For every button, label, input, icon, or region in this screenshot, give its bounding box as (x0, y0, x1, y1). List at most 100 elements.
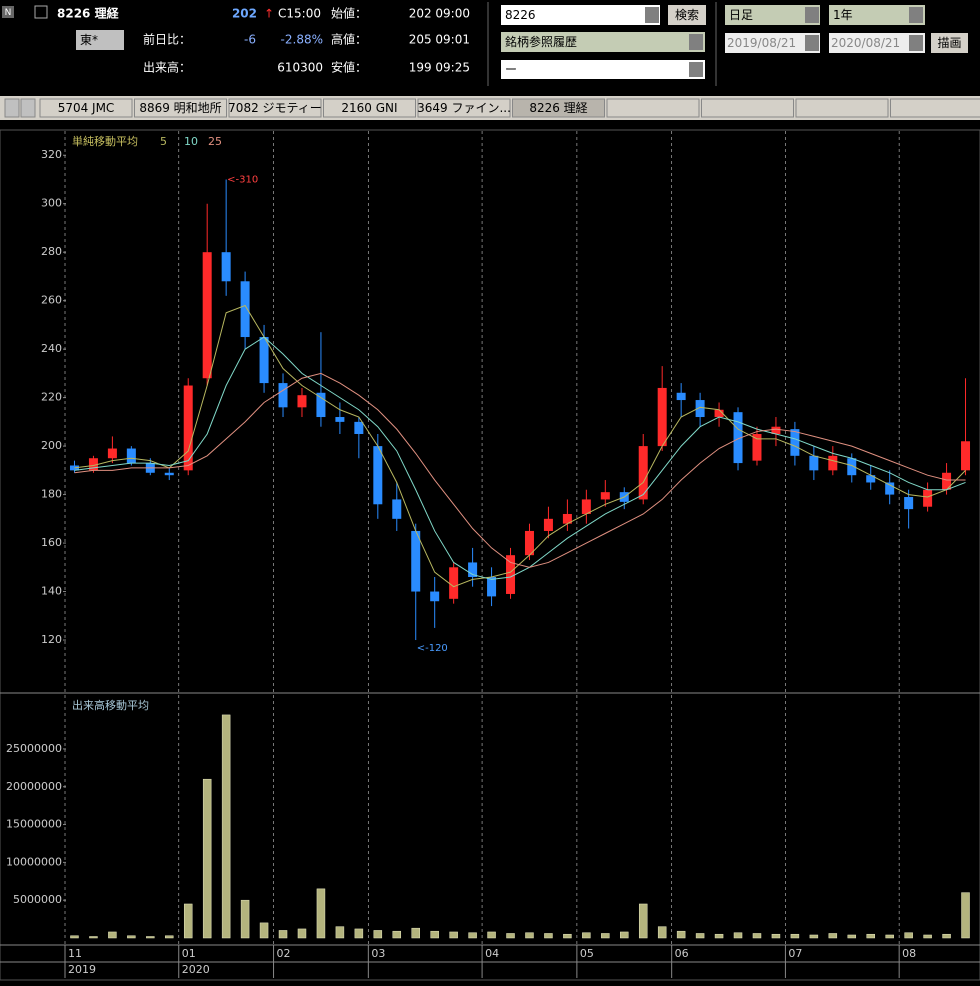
tab-empty (796, 99, 888, 117)
volume-bar (355, 929, 363, 938)
tab-first[interactable] (5, 99, 19, 117)
history-label: 銘柄参照履歴 (505, 34, 577, 49)
x-tick-label: 08 (902, 947, 916, 960)
open-value: 202 09:00 (409, 7, 470, 21)
change-pct: -2.88% (281, 33, 323, 47)
volume-bar (108, 932, 116, 938)
candle-body (392, 499, 401, 518)
volume-bar (772, 934, 780, 938)
volume-bar (317, 889, 325, 938)
max-annotation: <-310 (227, 174, 258, 185)
y-tick-label: 260 (41, 294, 62, 307)
x-tick-label: 05 (580, 947, 594, 960)
candle-body (601, 492, 610, 499)
sub-select-label: ー (505, 63, 517, 77)
volume-tick-label: 25000000 (6, 742, 62, 755)
y-tick-label: 200 (41, 439, 62, 452)
code-input-text: 8226 (505, 8, 536, 22)
legend-entry: 10 (184, 135, 198, 148)
volume-bar (241, 900, 249, 938)
low-label: 安値： (331, 60, 367, 75)
candle-body (752, 434, 761, 461)
candle-body (506, 555, 515, 594)
period-label: 日足 (729, 8, 753, 22)
tab-prev[interactable] (21, 99, 35, 117)
volume-label: 出来高： (143, 60, 191, 75)
y-tick-label: 280 (41, 245, 62, 258)
exchange: 東* (80, 33, 98, 47)
tab-label: 7082 ジモティー (228, 101, 322, 115)
ma-title: 単純移動平均 (72, 134, 138, 148)
volume-bar (146, 936, 154, 938)
high-label: 高値： (331, 32, 367, 47)
volume-bar (810, 935, 818, 938)
volume-bar (658, 927, 666, 938)
volume-bar (848, 935, 856, 938)
volume-bar (943, 934, 951, 938)
volume-bar (544, 933, 552, 938)
volume-bar (488, 932, 496, 938)
candle-body (127, 449, 136, 464)
volume-bar (184, 904, 192, 938)
volume-bar (222, 715, 230, 938)
volume-bar (753, 933, 761, 938)
y-tick-label: 180 (41, 488, 62, 501)
candle-body (809, 456, 818, 471)
tab-empty (607, 99, 699, 117)
tab-empty (702, 99, 794, 117)
candle-body (677, 393, 686, 400)
candle-body (241, 281, 250, 337)
candle-body (639, 446, 648, 499)
volume-bar (639, 904, 647, 938)
change: -6 (244, 33, 256, 47)
candle-body (411, 531, 420, 592)
volume-bar (601, 933, 609, 938)
volume-bar (393, 931, 401, 938)
candle-body (885, 482, 894, 494)
x-tick-label: 01 (182, 947, 196, 960)
candle-body (297, 395, 306, 407)
tab-label: 8869 明和地所 (139, 101, 221, 115)
volume-tick-label: 15000000 (6, 818, 62, 831)
volume-bar (70, 936, 78, 938)
volume-tick-label: 5000000 (13, 893, 62, 906)
volume-tick-label: 20000000 (6, 780, 62, 793)
x-tick-label: 11 (68, 947, 82, 960)
tab-label: 5704 JMC (58, 101, 115, 115)
tab-label: 8226 理経 (529, 101, 587, 115)
volume-bar (203, 779, 211, 938)
y-tick-label: 140 (41, 585, 62, 598)
sub-select[interactable] (501, 60, 705, 79)
legend-entry: 5 (160, 135, 167, 148)
low-value: 199 09:25 (409, 61, 470, 75)
y-tick-label: 120 (41, 633, 62, 646)
volume-bar (336, 927, 344, 938)
volume-bar (962, 893, 970, 938)
draw-label: 描画 (937, 36, 961, 50)
volume-bar (89, 936, 97, 938)
code-name: 8226 理経 (57, 6, 120, 21)
candle-body (828, 456, 837, 471)
alert-icon[interactable] (35, 6, 47, 18)
y-tick-label: 320 (41, 148, 62, 161)
volume-bar (374, 930, 382, 938)
volume-bar (791, 934, 799, 938)
candle-body (449, 567, 458, 599)
volume-bar (677, 931, 685, 938)
candle-body (108, 449, 117, 459)
tab-empty (891, 99, 980, 117)
x-tick-label: 07 (788, 947, 802, 960)
volume-bar (715, 934, 723, 938)
volume-bar (450, 932, 458, 938)
legend-entry: 25 (208, 135, 222, 148)
candle-body (544, 519, 553, 531)
volume-bar (582, 933, 590, 938)
x-tick-label: 02 (277, 947, 291, 960)
volume-bar (165, 936, 173, 938)
candle-body (354, 422, 363, 434)
volume-bar (127, 936, 135, 938)
market-icon: N (5, 8, 12, 18)
candle-body (260, 337, 269, 383)
